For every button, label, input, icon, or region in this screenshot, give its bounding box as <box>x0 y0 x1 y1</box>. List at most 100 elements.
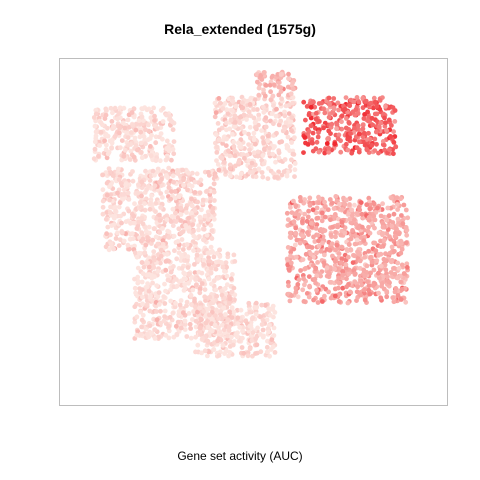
cell-point <box>139 193 144 199</box>
cell-point <box>248 95 254 101</box>
cell-point <box>247 164 253 170</box>
cell-point <box>147 136 153 141</box>
cell-point <box>365 279 370 285</box>
cell-point <box>244 117 249 122</box>
cell-point <box>98 129 104 135</box>
cell-point <box>139 215 145 221</box>
cell-point <box>274 130 279 136</box>
cell-point <box>174 283 180 289</box>
cell-point <box>192 298 197 304</box>
cell-point <box>281 169 287 175</box>
cell-point <box>144 302 150 307</box>
cell-point <box>352 125 357 131</box>
cell-point <box>290 80 296 85</box>
cell-point <box>205 338 211 344</box>
cell-point <box>172 304 178 310</box>
cell-point <box>217 303 222 309</box>
cell-point <box>338 232 344 238</box>
cell-point <box>378 263 384 269</box>
cell-point <box>145 281 151 286</box>
cell-point <box>162 308 168 314</box>
cell-point <box>302 135 308 140</box>
cell-point <box>193 324 199 330</box>
cell-point <box>216 316 222 321</box>
cell-point <box>146 224 152 230</box>
cell-point <box>145 260 151 266</box>
cell-point <box>273 159 278 165</box>
cell-point <box>358 279 363 284</box>
cell-point <box>137 134 143 140</box>
cell-point <box>349 213 355 219</box>
cell-point <box>305 142 311 147</box>
cell-point <box>125 142 131 148</box>
cell-point <box>147 206 153 212</box>
cell-point <box>153 234 159 240</box>
cell-point <box>169 214 175 219</box>
cell-point <box>372 217 378 223</box>
cell-point <box>231 252 237 258</box>
cell-point <box>362 254 368 260</box>
cell-point <box>331 96 337 101</box>
cell-point <box>305 230 310 236</box>
cell-point <box>255 79 260 85</box>
cell-point <box>276 92 282 98</box>
cell-point <box>316 238 321 244</box>
cell-point <box>111 246 116 252</box>
cell-point <box>351 99 357 105</box>
cell-point <box>382 123 388 129</box>
cell-point <box>190 287 196 293</box>
cell-point <box>228 276 234 282</box>
cell-point <box>216 137 222 142</box>
cell-point <box>211 216 217 222</box>
cell-point <box>392 233 398 239</box>
cell-point <box>155 269 161 274</box>
cell-point <box>143 168 148 174</box>
cell-point <box>336 299 342 304</box>
cell-point <box>293 254 299 260</box>
cell-point <box>154 283 160 288</box>
cell-point <box>192 208 198 213</box>
cell-point <box>225 317 231 322</box>
cell-point <box>125 242 131 248</box>
cell-point <box>216 167 222 173</box>
cell-point <box>190 317 195 322</box>
cell-point <box>253 174 259 180</box>
cell-point <box>148 153 154 159</box>
cell-point <box>325 207 331 213</box>
cell-point <box>226 148 231 154</box>
cell-point <box>345 147 351 153</box>
cell-point <box>216 127 222 133</box>
cell-point <box>227 296 233 302</box>
cell-point <box>381 111 387 117</box>
cell-point <box>141 134 147 140</box>
cell-point <box>372 225 377 231</box>
cell-point <box>178 212 184 218</box>
cell-point <box>350 260 356 265</box>
cell-point <box>328 217 333 223</box>
cell-point <box>349 207 355 213</box>
cell-point <box>108 105 114 111</box>
cell-point <box>355 225 361 231</box>
cell-point <box>352 202 357 208</box>
cell-point <box>170 127 176 133</box>
cell-point <box>229 289 235 295</box>
cell-point <box>133 127 139 133</box>
cell-point <box>319 210 325 216</box>
cell-point <box>211 254 217 260</box>
cell-point <box>271 333 277 338</box>
cell-point <box>376 270 381 276</box>
cell-point <box>288 260 294 266</box>
cell-point <box>256 112 262 118</box>
cell-point <box>322 293 327 299</box>
cell-point <box>135 147 140 153</box>
cell-point <box>390 220 396 225</box>
cell-point <box>139 324 145 330</box>
cell-point <box>131 213 137 219</box>
cell-point <box>153 158 159 164</box>
cell-point <box>147 308 153 314</box>
cell-point <box>273 113 279 119</box>
cell-point <box>181 177 186 183</box>
cell-point <box>170 206 176 212</box>
cell-point <box>213 110 219 115</box>
cell-point <box>263 115 269 121</box>
